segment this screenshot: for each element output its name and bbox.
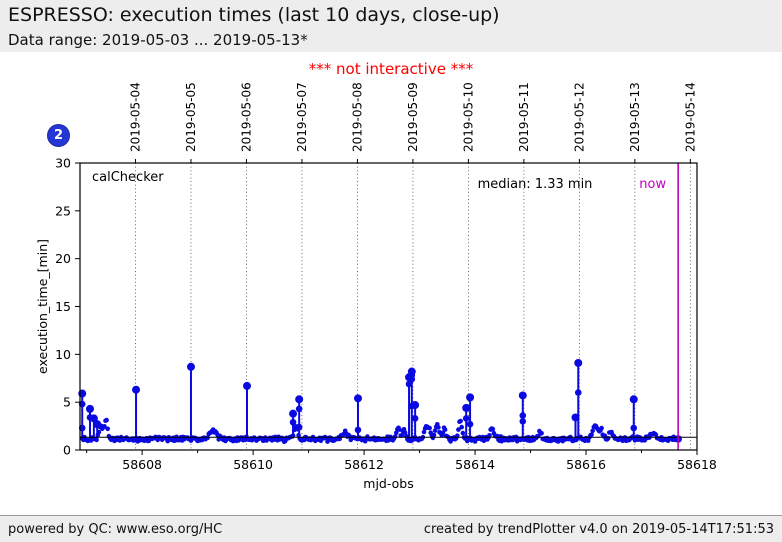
spike-point <box>186 362 195 371</box>
y-tick-label: 20 <box>55 251 71 266</box>
page-title: ESPRESSO: execution times (last 10 days,… <box>8 4 500 26</box>
top-date-label: 2019-05-10 <box>462 82 476 152</box>
x-tick-label: 58616 <box>566 457 606 472</box>
y-axis-label: execution_time_[min] <box>35 239 50 374</box>
top-date-label: 2019-05-08 <box>351 82 365 152</box>
spike-point <box>462 403 471 412</box>
top-date-label: 2019-05-11 <box>517 82 531 152</box>
data-range-subtitle: Data range: 2019-05-03 ... 2019-05-13* <box>8 31 308 49</box>
footer-band: powered by QC: www.eso.org/HC created by… <box>0 515 782 542</box>
x-tick-label: 58610 <box>233 457 273 472</box>
y-tick-label: 25 <box>55 203 71 218</box>
spike-point <box>574 358 583 367</box>
spike-point <box>353 394 362 403</box>
spike-point <box>518 391 527 400</box>
plot-frame <box>79 162 698 451</box>
spike-point <box>289 409 298 418</box>
x-axis-label: mjd-obs <box>363 476 413 491</box>
calchecker-label: calChecker <box>92 170 164 185</box>
top-date-label: 2019-05-12 <box>573 82 587 152</box>
x-tick-label: 58608 <box>122 457 162 472</box>
spike-point <box>243 381 252 390</box>
spike-point <box>93 420 102 429</box>
top-date-label: 2019-05-05 <box>184 82 198 152</box>
y-tick-label: 10 <box>55 347 71 362</box>
plot-number-badge[interactable]: 2 <box>47 124 70 147</box>
data-series <box>78 358 682 445</box>
x-tick-label: 58618 <box>677 457 717 472</box>
now-label: now <box>639 177 666 192</box>
footer-created-by: created by trendPlotter v4.0 on 2019-05-… <box>423 521 774 537</box>
top-date-label: 2019-05-14 <box>684 82 698 152</box>
top-date-label: 2019-05-09 <box>406 82 420 152</box>
spike-point <box>466 393 475 402</box>
header-band: ESPRESSO: execution times (last 10 days,… <box>0 0 782 52</box>
spike-point <box>629 395 638 404</box>
median-label: median: 1.33 min <box>478 177 593 192</box>
y-tick-label: 0 <box>63 443 71 458</box>
y-tick-label: 5 <box>63 395 71 410</box>
spike-point <box>411 401 420 410</box>
axes: 2019-05-04 2019-05-05 2019-05-06 2019-05-07… <box>35 82 717 491</box>
top-date-label: 2019-05-13 <box>628 82 642 152</box>
not-interactive-notice: *** not interactive *** <box>308 60 474 78</box>
spike-point <box>295 395 304 404</box>
y-tick-label: 15 <box>55 299 71 314</box>
top-date-label: 2019-05-07 <box>295 82 309 152</box>
x-tick-label: 58614 <box>455 457 495 472</box>
spike-point <box>85 404 94 413</box>
spike-point <box>132 385 141 394</box>
top-date-label: 2019-05-06 <box>240 82 254 152</box>
overlay-lines <box>80 163 697 450</box>
top-date-label: 2019-05-04 <box>129 82 143 152</box>
footer-powered-by: powered by QC: www.eso.org/HC <box>8 521 223 537</box>
y-tick-label: 30 <box>55 156 71 171</box>
x-tick-label: 58612 <box>344 457 384 472</box>
